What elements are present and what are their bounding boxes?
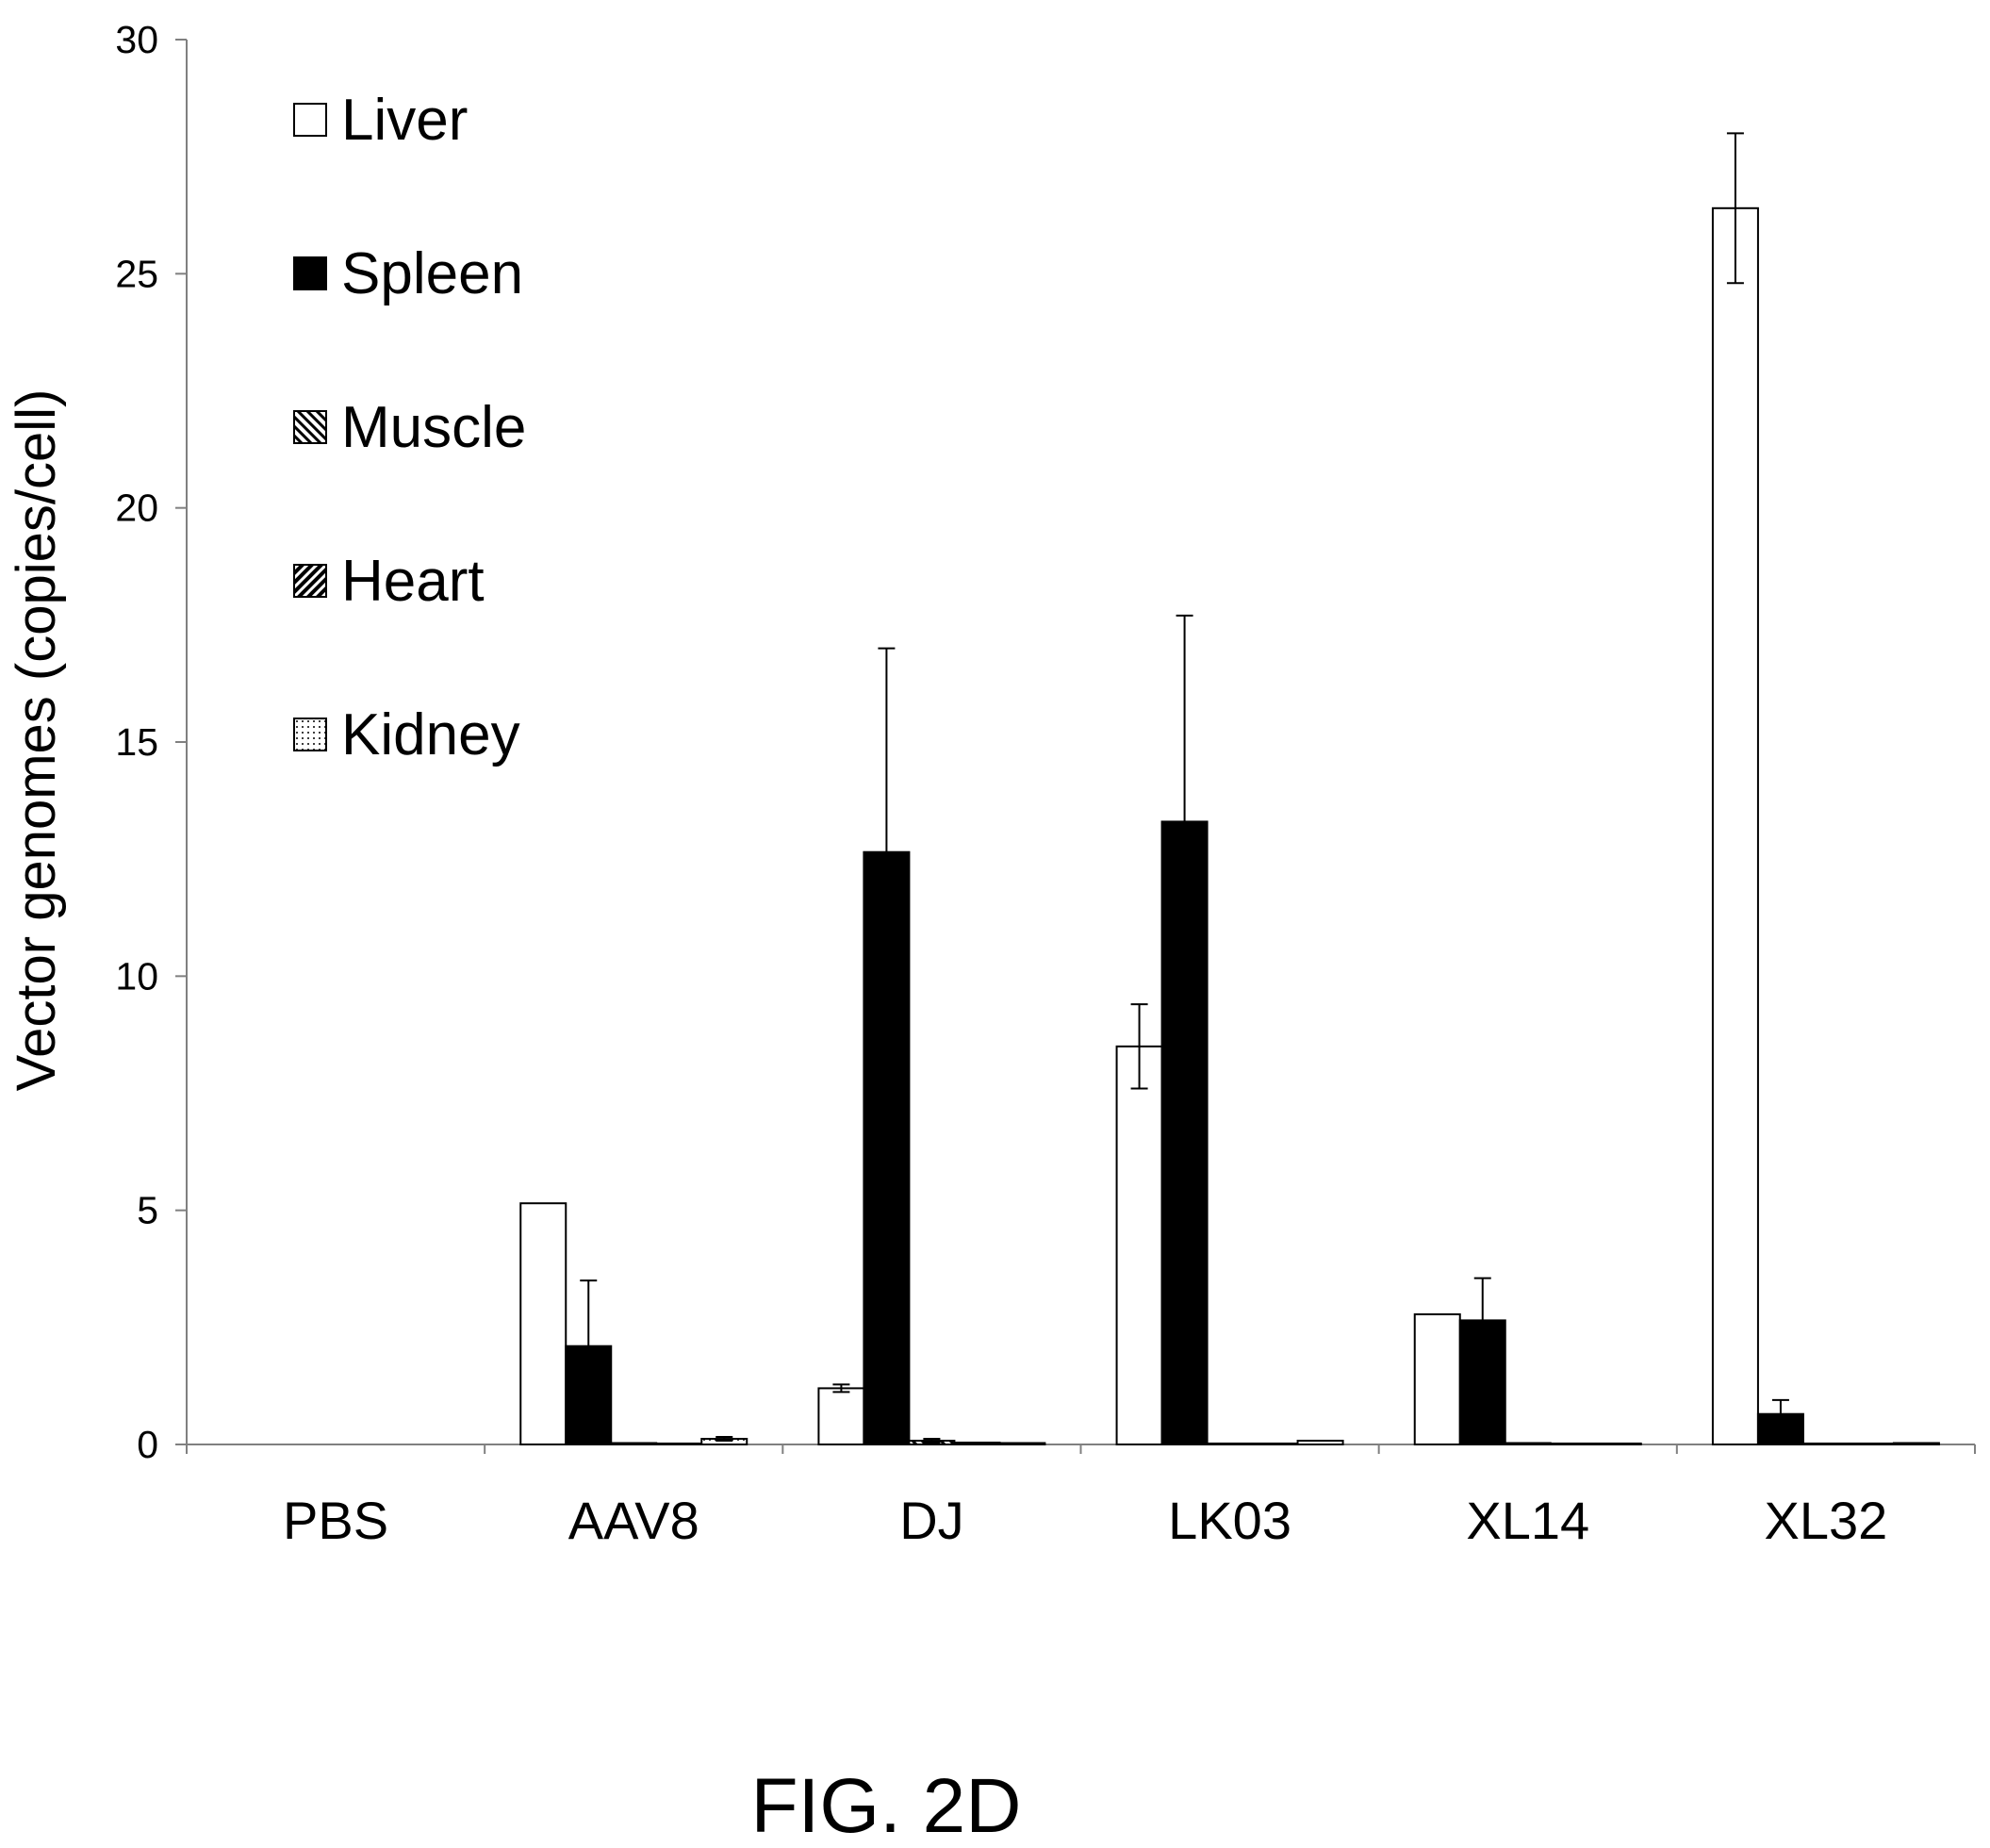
y-tick-label: 10 xyxy=(115,954,158,998)
x-category-label: DJ xyxy=(899,1491,963,1550)
bars xyxy=(519,206,1940,1446)
bar-spleen xyxy=(1160,820,1209,1445)
y-tick-label: 25 xyxy=(115,252,158,295)
legend-swatch-kidney xyxy=(293,718,327,751)
y-tick-label: 0 xyxy=(137,1423,158,1466)
bar-liver xyxy=(1115,1045,1163,1446)
y-tick-label: 30 xyxy=(115,18,158,61)
bar-liver xyxy=(1711,206,1759,1445)
legend-swatch-liver xyxy=(293,103,327,137)
legend-label-liver: Liver xyxy=(341,88,468,153)
y-tick-label: 20 xyxy=(115,487,158,530)
bar-liver xyxy=(817,1387,865,1446)
x-category-label: PBS xyxy=(283,1491,388,1550)
legend-label-muscle: Muscle xyxy=(341,395,526,460)
legend-swatch-heart xyxy=(293,564,327,598)
figure-caption: FIG. 2D xyxy=(750,1763,1021,1848)
legend-swatch-spleen xyxy=(293,256,327,290)
error-bars xyxy=(580,132,1789,1444)
x-axis: PBS AAV8 DJ LK03 XL14 XL32 xyxy=(186,1444,1976,1550)
y-axis-label: Vector genomes (copies/cell) xyxy=(6,389,67,1092)
x-category-label: AAV8 xyxy=(568,1491,699,1550)
x-category-label: LK03 xyxy=(1168,1491,1291,1550)
legend-label-heart: Heart xyxy=(341,549,485,614)
legend-swatch-muscle xyxy=(293,410,327,444)
y-axis: 0 5 10 15 20 25 30 xyxy=(115,18,188,1466)
legend-label-kidney: Kidney xyxy=(341,702,520,767)
bar-heart xyxy=(953,1442,1001,1445)
legend: Liver Spleen Muscle Heart Kidney xyxy=(293,88,526,767)
y-tick-label: 5 xyxy=(137,1189,158,1232)
y-tick-label: 15 xyxy=(115,720,158,764)
bar-liver xyxy=(519,1202,567,1446)
x-category-label: XL14 xyxy=(1466,1491,1589,1550)
legend-label-spleen: Spleen xyxy=(341,241,523,306)
bar-liver xyxy=(1413,1312,1461,1445)
bar-kidney xyxy=(1296,1440,1344,1445)
x-category-label: XL32 xyxy=(1765,1491,1888,1550)
